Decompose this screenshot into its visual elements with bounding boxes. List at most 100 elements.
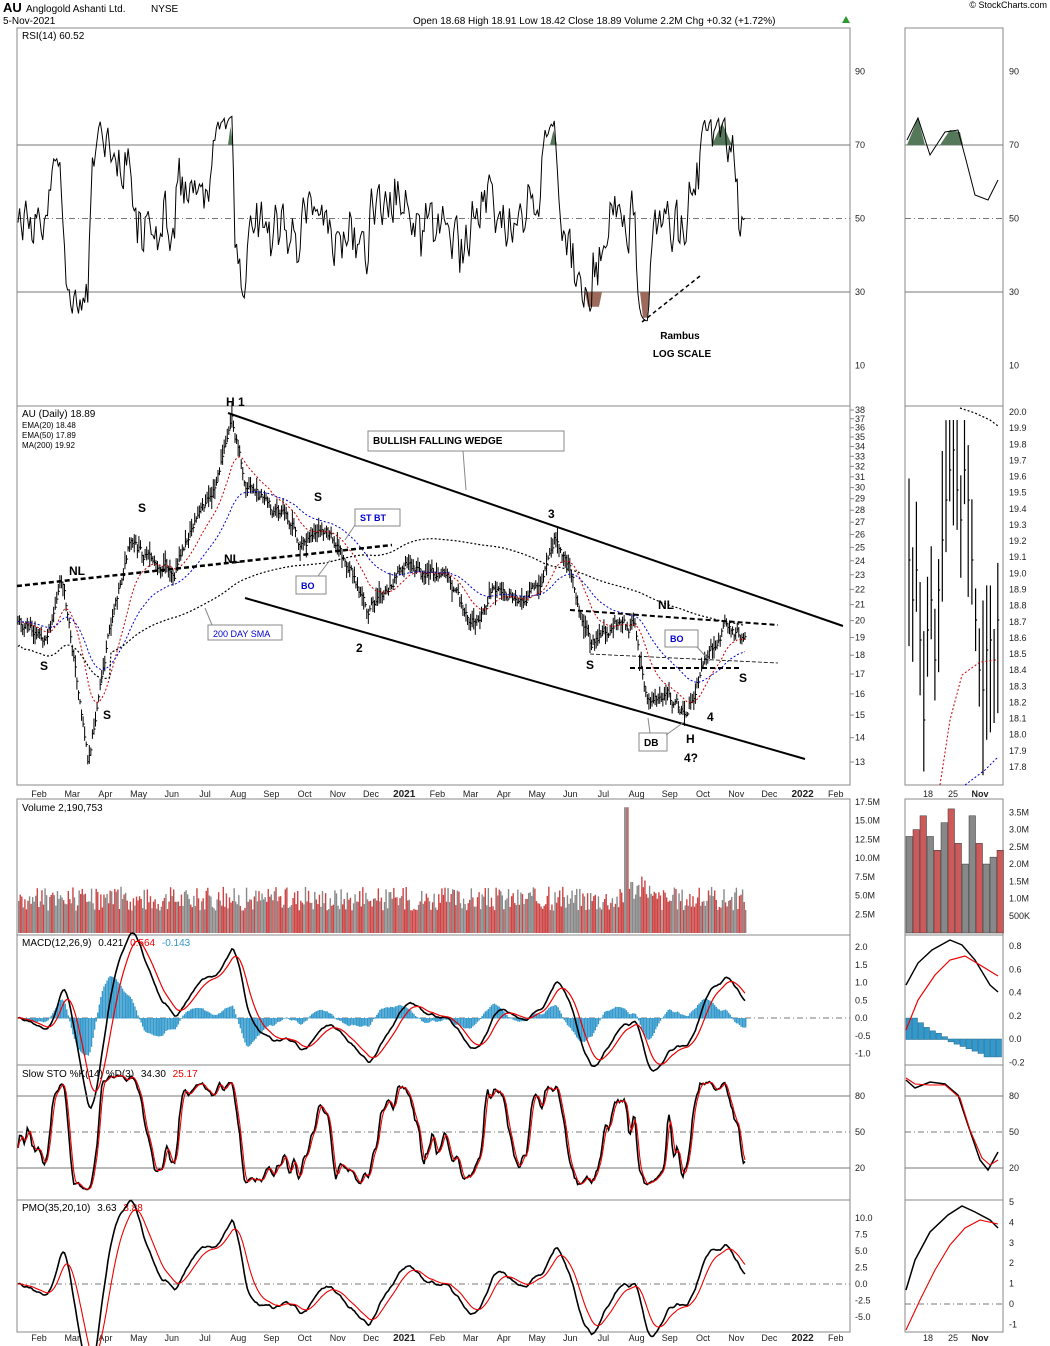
macd-hist-bar [278, 1018, 280, 1022]
volume-bar [686, 899, 688, 933]
volume-bar [656, 898, 659, 933]
macd-hist-bar [112, 977, 114, 1019]
macd-hist-bar [253, 1018, 256, 1041]
volume-bar [89, 901, 91, 933]
macd-hist-bar [252, 1018, 254, 1043]
pmo-tick-label: 7.5 [855, 1230, 868, 1240]
volume-bar [269, 896, 271, 933]
volume-bar [318, 894, 321, 933]
rsi-side-panel [904, 27, 1004, 407]
macd-hist-bar [560, 1013, 562, 1019]
volume-bar [496, 895, 499, 933]
volume-bar [436, 909, 438, 933]
volume-side-tick-label: 2.5M [1009, 842, 1029, 852]
macd-hist-bar [62, 1000, 65, 1019]
macd-hist-bar [39, 1018, 42, 1022]
volume-bars [18, 807, 747, 933]
macd-hist-bar [120, 985, 122, 1019]
volume-bar [518, 904, 521, 933]
x-axis-label: May [130, 789, 148, 799]
macd-hist-bar [465, 1018, 468, 1029]
volume-bar [177, 901, 180, 933]
macd-hist-bar [393, 1007, 395, 1019]
macd-hist-bar [740, 1018, 742, 1027]
macd-hist-bar [372, 1018, 375, 1020]
volume-bar [137, 900, 139, 933]
macd-hist-bar [369, 1018, 372, 1025]
volume-bar [221, 905, 223, 933]
volume-bar [247, 901, 249, 933]
wedge-label: BULLISH FALLING WEDGE [373, 436, 503, 447]
macd-legend: MACD(12,26,9) 0.421 0.564 -0.143 [22, 938, 191, 949]
volume-bar [341, 904, 344, 933]
volume-bar [188, 899, 190, 933]
macd-hist-bar [241, 1018, 243, 1034]
price-side-tick-label: 18.4 [1009, 665, 1027, 675]
volume-bar [142, 908, 144, 933]
volume-bar [593, 896, 595, 933]
macd-hist-bar [695, 1007, 697, 1019]
volume-bar [382, 910, 384, 933]
rsi-tick-label: 10 [855, 361, 865, 371]
db-label: DB [644, 738, 658, 749]
x-axis-label: Aug [230, 1333, 246, 1343]
volume-bar [438, 894, 440, 933]
volume-bar [292, 897, 294, 933]
macd-hist-bar [230, 1006, 232, 1019]
macd-hist-bar [549, 1006, 552, 1019]
volume-bar [61, 897, 63, 933]
side-ma200-line [959, 407, 999, 427]
volume-bar [134, 905, 136, 933]
volume-bar [324, 893, 327, 933]
volume-bar [558, 890, 561, 933]
volume-bar [698, 887, 700, 933]
volume-side-bar [975, 843, 983, 934]
macd-hist-bar [250, 1018, 252, 1045]
volume-bar [427, 897, 429, 933]
x-axis-label: Jul [199, 1333, 211, 1343]
volume-bar [314, 891, 316, 933]
volume-tick-label: 7.5M [855, 872, 875, 882]
macd-hist-bar [338, 1018, 341, 1021]
volume-bar [140, 898, 142, 933]
volume-side-bar [989, 856, 997, 934]
macd-hist-bar [143, 1018, 145, 1031]
macd-hist-bar [134, 1006, 136, 1019]
macd-hist-bar [484, 1011, 486, 1019]
macd-hist-bar [445, 1018, 448, 1020]
volume-bar [35, 895, 37, 933]
volume-bar [718, 906, 721, 933]
pmo-tick-label: -5.0 [855, 1312, 871, 1322]
price-side-bars [908, 420, 1000, 776]
wedge-pointer [462, 450, 467, 491]
macd-hist-bar [345, 1018, 347, 1025]
volume-bar [18, 900, 20, 933]
volume-bar [128, 909, 130, 933]
volume-bar [152, 901, 155, 933]
macd-hist-bar [693, 1009, 696, 1019]
macd-hist-bar [495, 1004, 497, 1019]
volume-bar [386, 908, 389, 933]
volume-bar [186, 894, 189, 933]
volume-bar [323, 903, 325, 933]
volume-bar [636, 885, 638, 933]
x-axis-label: Jun [165, 789, 180, 799]
volume-bar [634, 894, 637, 933]
macd-hist-bar [165, 1018, 167, 1032]
macd-hist-bar [355, 1018, 358, 1026]
macd-hist-bar [36, 1018, 39, 1022]
log-scale-note: LOG SCALE [653, 349, 712, 360]
macd-hist-bar [687, 1015, 690, 1019]
macd-hist-bar [352, 1018, 355, 1026]
macd-hist-bar [95, 1018, 97, 1022]
volume-bar [707, 890, 710, 933]
macd-hist-bar [93, 1018, 96, 1030]
label-s-3: S [138, 501, 146, 515]
sto-chart: Slow STO %K(14) %D(3) 34.30 25.17 80 80 50… [17, 1069, 1019, 1191]
macd-hist-bar [35, 1018, 37, 1022]
macd-hist-bar [377, 1012, 380, 1019]
macd-hist-bar [324, 1011, 327, 1019]
macd-hist-bar [151, 1018, 153, 1035]
volume-bar [27, 900, 29, 933]
